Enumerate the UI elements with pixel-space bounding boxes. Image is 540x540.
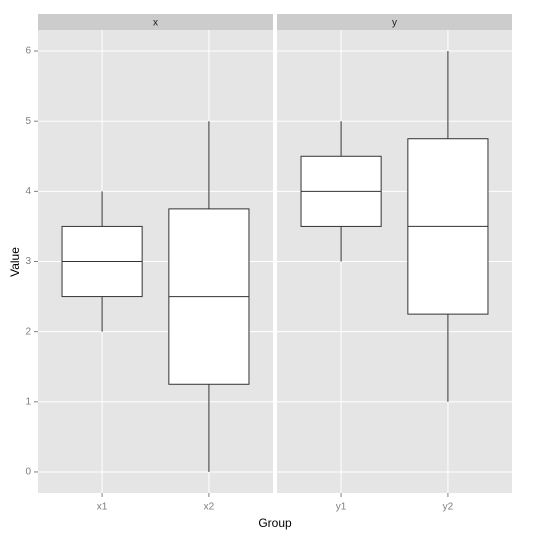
y-tick-label: 0 xyxy=(25,467,31,478)
y-tick-label: 6 xyxy=(25,46,31,57)
y-tick-label: 1 xyxy=(25,396,31,407)
strip-label: x xyxy=(153,18,158,29)
y-tick-label: 4 xyxy=(25,186,31,197)
strip xyxy=(277,14,512,30)
y-tick-label: 3 xyxy=(25,256,31,267)
x-tick-label: x1 xyxy=(97,502,108,513)
strip xyxy=(38,14,273,30)
strip-label: y xyxy=(392,18,397,29)
y-tick-label: 5 xyxy=(25,116,31,127)
y-tick-label: 2 xyxy=(25,326,31,337)
x-tick-label: x2 xyxy=(204,502,215,513)
x-axis-label: Group xyxy=(258,516,292,530)
x-tick-label: y2 xyxy=(443,502,454,513)
x-tick-label: y1 xyxy=(336,502,347,513)
y-axis-label: Value xyxy=(8,247,22,277)
